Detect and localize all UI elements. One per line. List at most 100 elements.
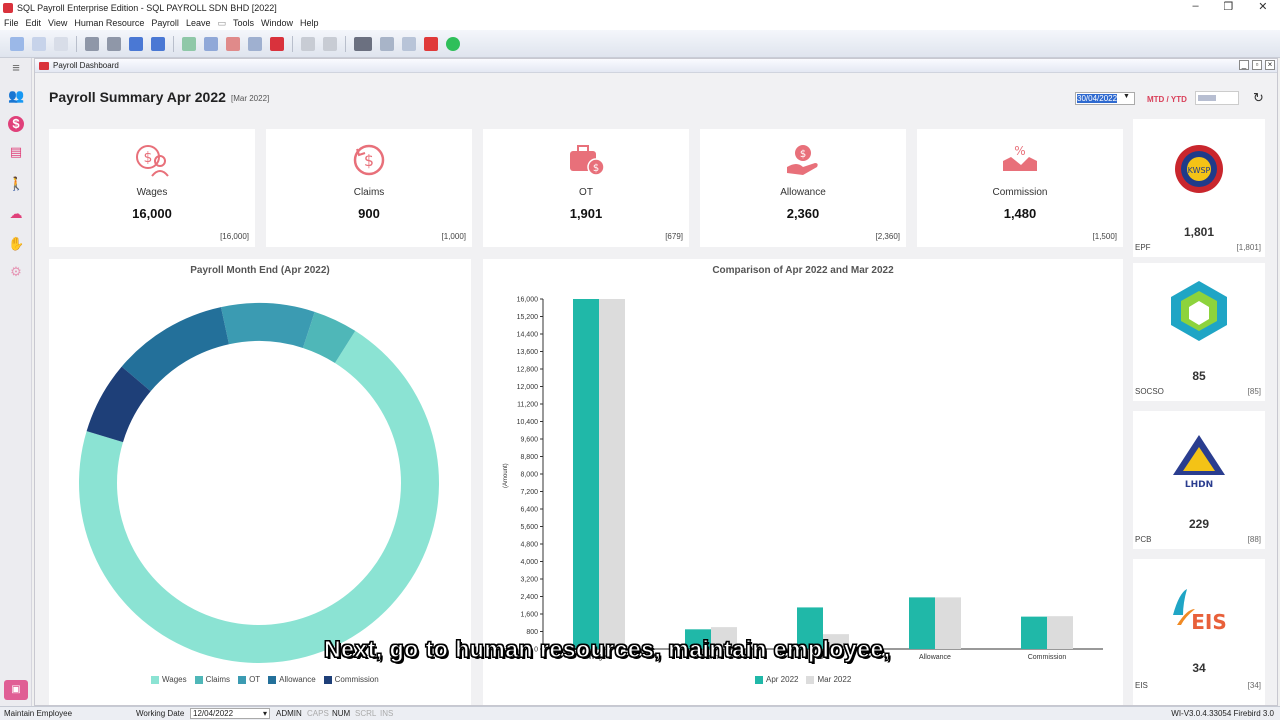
close-button[interactable]: ✕ bbox=[1258, 1, 1268, 13]
doc-restore-button[interactable]: ▫ bbox=[1252, 60, 1262, 70]
menu-bar: File Edit View Human Resource Payroll Le… bbox=[0, 16, 1280, 30]
print-icon[interactable] bbox=[354, 36, 372, 51]
doc-minimize-button[interactable]: _ bbox=[1239, 60, 1249, 70]
legend-label: Wages bbox=[162, 675, 187, 684]
card-claims[interactable]: $ Claims 900 [1,000] bbox=[266, 129, 472, 247]
menu-window[interactable]: Window bbox=[261, 18, 294, 28]
card-commission[interactable]: % Commission 1,480 [1,500] bbox=[917, 129, 1123, 247]
side-card-pcb[interactable]: LHDN 229 PCB [88] bbox=[1133, 411, 1265, 549]
legend-swatch bbox=[238, 675, 247, 684]
side-card-epf[interactable]: KWSP 1,801 EPF [1,801] bbox=[1133, 119, 1265, 257]
side-card-eis[interactable]: EIS 34 EIS [34] bbox=[1133, 559, 1265, 705]
bar-allowance-mar[interactable] bbox=[935, 597, 961, 649]
report-icon[interactable] bbox=[380, 36, 394, 51]
card-allowance[interactable]: $ Allowance 2,360 [2,360] bbox=[700, 129, 906, 247]
card-label: Commission bbox=[992, 187, 1048, 198]
add-icon[interactable] bbox=[182, 36, 196, 51]
menu-extra-icon[interactable]: ▭ bbox=[217, 17, 226, 28]
menu-payroll[interactable]: Payroll bbox=[151, 18, 179, 28]
refresh-icon[interactable] bbox=[323, 36, 337, 51]
card-previous: [1,000] bbox=[441, 232, 466, 241]
whatsapp-icon[interactable] bbox=[446, 36, 460, 51]
chevron-down-icon[interactable]: ▾ bbox=[262, 709, 267, 718]
restore-button[interactable]: ❐ bbox=[1223, 1, 1234, 13]
cloud-upload-icon[interactable]: ☁ bbox=[9, 206, 23, 221]
card-value: 2,360 bbox=[786, 206, 820, 221]
menu-file[interactable]: File bbox=[4, 18, 19, 28]
first-record-icon[interactable] bbox=[85, 36, 99, 51]
list-icon[interactable] bbox=[402, 36, 416, 51]
menu-tools[interactable]: Tools bbox=[232, 18, 254, 28]
card-ot[interactable]: $ OT 1,901 [679] bbox=[483, 129, 689, 247]
epf-previous: [1,801] bbox=[1236, 243, 1261, 252]
minimize-button[interactable]: – bbox=[1192, 0, 1199, 12]
hamburger-menu-icon[interactable]: ≡ bbox=[12, 60, 20, 75]
y-axis-label: (Amount) bbox=[503, 463, 509, 488]
compare-period: [Mar 2022] bbox=[231, 94, 270, 103]
bar-wages-apr[interactable] bbox=[573, 299, 599, 649]
y-tick-label: 5,600 bbox=[520, 524, 538, 531]
legend-item[interactable]: Allowance bbox=[268, 675, 316, 684]
svg-text:$: $ bbox=[364, 151, 374, 170]
document-icon[interactable] bbox=[54, 36, 68, 51]
hand-coin-icon[interactable]: ✋ bbox=[8, 236, 25, 251]
payroll-icon[interactable]: $ bbox=[8, 116, 24, 132]
bar-allowance-apr[interactable] bbox=[909, 597, 935, 649]
save-icon[interactable] bbox=[248, 36, 262, 51]
settings-group-icon[interactable]: ⚙ bbox=[10, 264, 22, 279]
edit-icon[interactable] bbox=[204, 36, 218, 51]
payslip-icon[interactable]: ▤ bbox=[9, 144, 23, 159]
bar-ot-mar[interactable] bbox=[823, 634, 849, 649]
donut-slice-ot[interactable] bbox=[220, 303, 315, 348]
menu-view[interactable]: View bbox=[48, 18, 68, 28]
link-icon[interactable] bbox=[10, 36, 24, 51]
refresh-icon[interactable]: ↻ bbox=[1253, 90, 1264, 105]
last-record-icon[interactable] bbox=[151, 36, 165, 51]
legend-item[interactable]: Apr 2022 bbox=[755, 675, 798, 684]
status-user: ADMIN bbox=[276, 709, 302, 718]
delete-icon[interactable] bbox=[226, 36, 240, 51]
window-title: SQL Payroll Enterprise Edition - SQL PAY… bbox=[17, 3, 277, 13]
youtube-icon[interactable] bbox=[424, 36, 438, 51]
menu-leave[interactable]: Leave bbox=[185, 18, 211, 28]
prev-record-icon[interactable] bbox=[107, 36, 121, 51]
working-date-input[interactable]: 12/04/2022 ▾ bbox=[190, 708, 270, 719]
legend-item[interactable]: OT bbox=[238, 675, 260, 684]
employees-icon[interactable]: 👥 bbox=[8, 88, 25, 103]
side-card-socso[interactable]: 85 SOCSO [85] bbox=[1133, 263, 1265, 401]
legend-item[interactable]: Commission bbox=[323, 675, 379, 684]
menu-edit[interactable]: Edit bbox=[25, 18, 42, 28]
chevron-down-icon[interactable]: ▼ bbox=[1123, 93, 1130, 100]
bar-claims-apr[interactable] bbox=[685, 629, 711, 649]
x-tick-label: Commission bbox=[1028, 654, 1067, 661]
donut-slice-commission[interactable] bbox=[86, 366, 151, 443]
bottom-app-icon[interactable]: ▣ bbox=[4, 680, 28, 700]
leave-icon[interactable]: 🚶 bbox=[8, 176, 25, 191]
card-previous: [679] bbox=[665, 232, 683, 241]
legend-item[interactable]: Claims bbox=[194, 675, 230, 684]
doc-close-button[interactable]: × bbox=[1265, 60, 1275, 70]
next-record-icon[interactable] bbox=[129, 36, 143, 51]
legend-item[interactable]: Wages bbox=[151, 675, 187, 684]
bar-claims-mar[interactable] bbox=[711, 627, 737, 649]
date-input[interactable]: 30/04/2022 bbox=[1075, 92, 1135, 105]
legend-label: OT bbox=[249, 675, 261, 684]
cancel-icon[interactable] bbox=[270, 36, 284, 51]
menu-human-resource[interactable]: Human Resource bbox=[74, 18, 145, 28]
legend-item[interactable]: Mar 2022 bbox=[806, 675, 851, 684]
bar-ot-apr[interactable] bbox=[797, 607, 823, 649]
search-icon[interactable] bbox=[301, 36, 315, 51]
mtd-ytd-toggle[interactable] bbox=[1195, 91, 1239, 105]
donut-slice-allowance[interactable] bbox=[121, 307, 229, 392]
menu-help[interactable]: Help bbox=[300, 18, 319, 28]
donut-slice-claims[interactable] bbox=[302, 311, 356, 364]
x-tick-label: Wages bbox=[588, 654, 610, 661]
card-wages[interactable]: $ Wages 16,000 [16,000] bbox=[49, 129, 255, 247]
bar-wages-mar[interactable] bbox=[599, 299, 625, 649]
svg-text:$: $ bbox=[144, 150, 153, 166]
new-icon[interactable] bbox=[32, 36, 46, 51]
legend-swatch bbox=[194, 675, 203, 684]
bar-commission-apr[interactable] bbox=[1021, 616, 1047, 649]
bar-commission-mar[interactable] bbox=[1047, 616, 1073, 649]
card-previous: [16,000] bbox=[220, 232, 249, 241]
